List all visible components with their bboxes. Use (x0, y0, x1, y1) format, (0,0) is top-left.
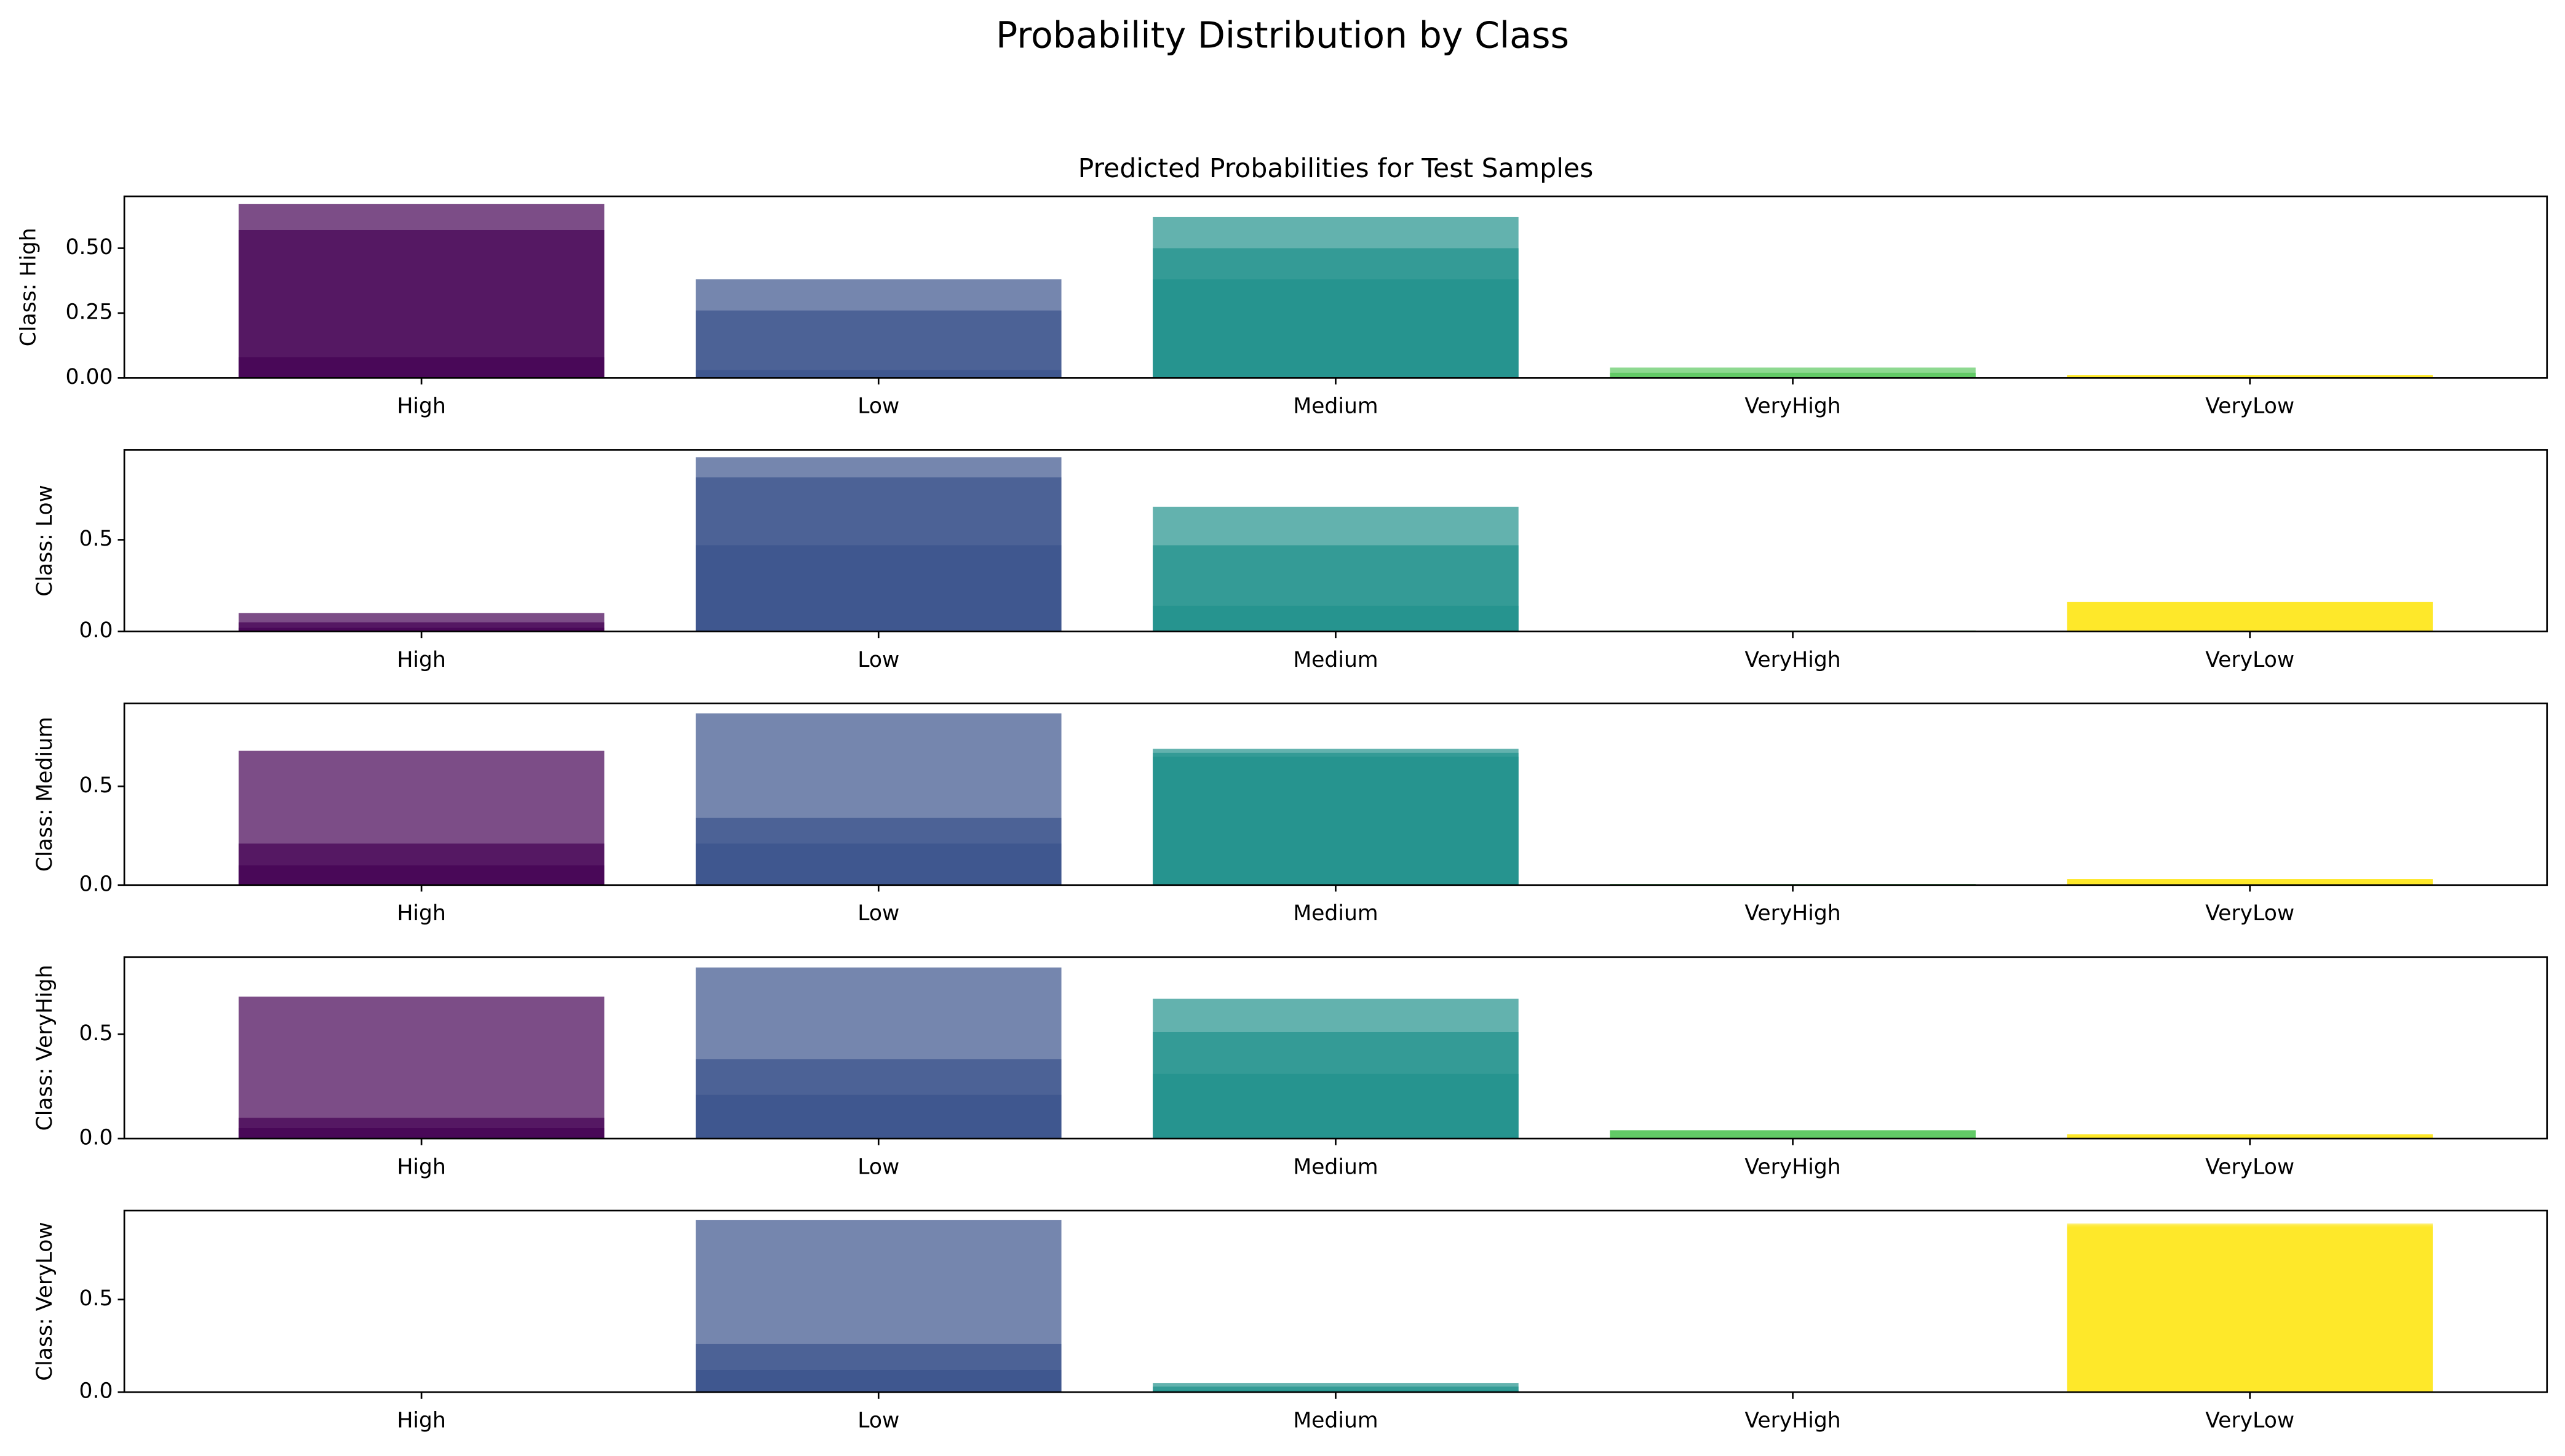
y-tick-label: 0.0 (79, 872, 113, 896)
chart-title: Probability Distribution by Class (996, 14, 1569, 56)
x-tick-label: Medium (1293, 901, 1378, 926)
bar (696, 310, 1062, 378)
y-tick-label: 0.5 (79, 527, 113, 551)
y-tick-label: 0.5 (79, 1021, 113, 1046)
x-tick-label: VeryHigh (1744, 394, 1840, 419)
y-axis-label: Class: VeryLow (33, 1222, 57, 1381)
bar (1153, 1390, 1519, 1393)
x-tick-label: VeryLow (2205, 901, 2294, 926)
bar (1153, 757, 1519, 885)
y-tick-label: 0.00 (66, 365, 113, 389)
bar (1610, 372, 1976, 378)
bar (696, 843, 1062, 885)
x-tick-label: Low (857, 648, 899, 672)
bar (2067, 1227, 2433, 1393)
bar (238, 357, 605, 378)
bar (1153, 1073, 1519, 1139)
bar (2067, 1134, 2433, 1139)
x-tick-label: High (397, 1409, 445, 1433)
x-tick-label: Low (857, 901, 899, 926)
bar (2067, 375, 2433, 378)
x-tick-label: High (397, 1155, 445, 1179)
bar (238, 1128, 605, 1139)
y-tick-label: 0.5 (79, 1286, 113, 1311)
x-tick-label: Medium (1293, 394, 1378, 419)
bar (1153, 1386, 1519, 1393)
bar (2067, 602, 2433, 632)
y-tick-label: 0.0 (79, 618, 113, 643)
bar (1153, 279, 1519, 378)
panel-title: Predicted Probabilities for Test Samples (1078, 154, 1594, 184)
x-tick-label: High (397, 901, 445, 926)
bar (696, 370, 1062, 378)
bar (696, 545, 1062, 632)
bar (2067, 879, 2433, 885)
x-tick-label: High (397, 394, 445, 419)
x-tick-label: Medium (1293, 648, 1378, 672)
bar (1610, 1130, 1976, 1139)
y-tick-label: 0.25 (66, 300, 113, 324)
x-tick-label: Low (857, 1155, 899, 1179)
x-tick-label: VeryLow (2205, 394, 2294, 419)
bar (696, 1094, 1062, 1139)
y-axis-label: Class: High (16, 228, 41, 346)
x-tick-label: Medium (1293, 1409, 1378, 1433)
bar (1153, 605, 1519, 632)
x-tick-label: VeryLow (2205, 1409, 2294, 1433)
y-axis-label: Class: Medium (33, 717, 57, 872)
y-axis-label: Class: Low (33, 485, 57, 597)
bar (238, 230, 605, 378)
bar (696, 1370, 1062, 1393)
x-tick-label: VeryHigh (1744, 1409, 1840, 1433)
x-tick-label: Medium (1293, 1155, 1378, 1179)
y-tick-label: 0.5 (79, 773, 113, 798)
y-tick-label: 0.0 (79, 1126, 113, 1150)
bar (238, 865, 605, 885)
x-tick-label: VeryHigh (1744, 648, 1840, 672)
bar (238, 627, 605, 632)
x-tick-label: High (397, 648, 445, 672)
x-tick-label: VeryLow (2205, 648, 2294, 672)
bar (238, 997, 605, 1139)
x-tick-label: VeryLow (2205, 1155, 2294, 1179)
y-tick-label: 0.0 (79, 1379, 113, 1404)
x-tick-label: Low (857, 394, 899, 419)
x-tick-label: Low (857, 1409, 899, 1433)
y-axis-label: Class: VeryHigh (33, 965, 57, 1131)
x-tick-label: VeryHigh (1744, 901, 1840, 926)
y-tick-label: 0.50 (66, 235, 113, 260)
x-tick-label: VeryHigh (1744, 1155, 1840, 1179)
